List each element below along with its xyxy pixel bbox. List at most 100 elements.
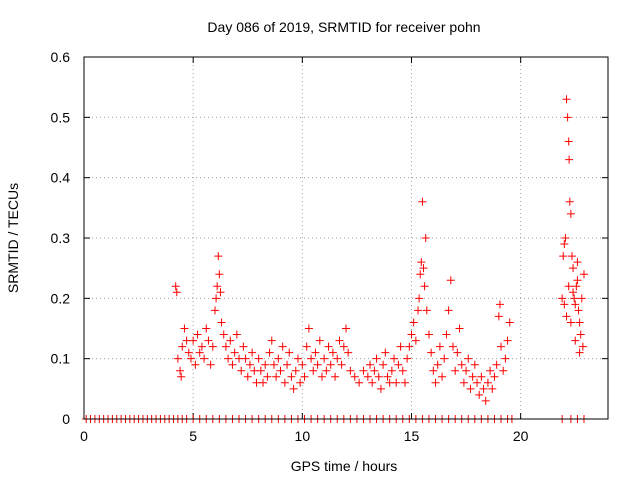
data-point — [495, 300, 504, 309]
data-point — [289, 384, 298, 393]
data-point — [418, 197, 427, 206]
data-point — [368, 378, 377, 387]
data-point — [259, 378, 268, 387]
data-point — [577, 294, 586, 303]
data-point — [173, 354, 182, 363]
x-tick-label: 20 — [513, 428, 529, 444]
data-point — [363, 372, 372, 381]
data-point — [331, 372, 340, 381]
data-point — [566, 318, 575, 327]
data-point — [499, 366, 508, 375]
data-point — [459, 378, 468, 387]
data-point — [560, 300, 569, 309]
data-point — [448, 342, 457, 351]
data-point — [254, 354, 263, 363]
data-point — [171, 282, 180, 291]
data-point — [379, 360, 388, 369]
data-point — [464, 354, 473, 363]
data-point — [177, 372, 186, 381]
data-point — [481, 396, 490, 405]
data-point — [392, 378, 401, 387]
data-point — [455, 324, 464, 333]
data-point — [446, 276, 455, 285]
data-point — [576, 330, 585, 339]
y-axis-label: SRMTID / TECUs — [5, 183, 21, 293]
data-point — [457, 360, 466, 369]
data-point — [214, 252, 223, 261]
grid — [84, 57, 608, 419]
data-point — [479, 384, 488, 393]
data-point — [501, 354, 510, 363]
data-point — [573, 258, 582, 267]
data-point — [263, 372, 272, 381]
data-point — [216, 288, 225, 297]
data-point — [442, 330, 451, 339]
data-point — [315, 336, 324, 345]
data-point — [350, 372, 359, 381]
data-point — [322, 366, 331, 375]
data-point — [208, 342, 217, 351]
data-point — [383, 372, 392, 381]
data-point — [232, 330, 241, 339]
data-point — [438, 372, 447, 381]
data-point — [304, 324, 313, 333]
data-point — [215, 270, 224, 279]
data-point — [573, 276, 582, 285]
data-point — [276, 366, 285, 375]
data-point — [302, 342, 311, 351]
data-point — [370, 366, 379, 375]
x-axis-label: GPS time / hours — [291, 458, 398, 474]
y-tick-label: 0.6 — [51, 49, 71, 65]
chart-title: Day 086 of 2019, SRMTID for receiver poh… — [207, 19, 480, 35]
y-tick-label: 0.3 — [51, 230, 71, 246]
data-point — [505, 318, 514, 327]
data-point — [564, 282, 573, 291]
data-point — [335, 336, 344, 345]
data-point — [563, 113, 572, 122]
data-point — [575, 318, 584, 327]
data-point — [376, 384, 385, 393]
data-point — [221, 342, 230, 351]
data-point — [571, 300, 580, 309]
data-point — [219, 330, 228, 339]
data-point — [558, 294, 567, 303]
data-point — [422, 306, 431, 315]
data-point — [237, 366, 246, 375]
data-point — [269, 360, 278, 369]
data-points — [82, 95, 588, 423]
data-point — [291, 366, 300, 375]
data-point — [366, 360, 375, 369]
data-point — [204, 336, 213, 345]
data-point — [565, 155, 574, 164]
data-point — [293, 354, 302, 363]
data-point — [265, 348, 274, 357]
data-point — [420, 282, 429, 291]
data-point — [562, 312, 571, 321]
data-point — [381, 348, 390, 357]
data-point — [451, 366, 460, 375]
data-point — [405, 342, 414, 351]
data-point — [486, 366, 495, 375]
data-point — [241, 354, 250, 363]
data-point — [272, 372, 281, 381]
data-point — [186, 354, 195, 363]
data-point — [435, 342, 444, 351]
data-point — [344, 348, 353, 357]
data-point — [243, 372, 252, 381]
data-point — [178, 342, 187, 351]
y-tick-label: 0 — [62, 411, 70, 427]
data-point — [309, 366, 318, 375]
data-point — [477, 372, 486, 381]
data-point — [417, 258, 426, 267]
data-point — [421, 234, 430, 242]
data-point — [256, 366, 265, 375]
data-point — [403, 354, 412, 363]
data-point — [211, 306, 219, 315]
data-point — [569, 264, 578, 273]
data-point — [494, 312, 503, 321]
data-point — [571, 336, 580, 345]
data-point — [267, 336, 276, 345]
data-point — [444, 306, 453, 315]
data-point — [324, 342, 333, 351]
y-tick-labels: 0 0.1 0.2 0.3 0.4 0.5 0.6 — [51, 49, 71, 427]
